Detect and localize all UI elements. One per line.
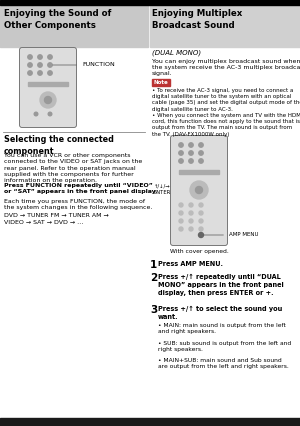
Text: AMP MENU: AMP MENU [204,233,259,238]
Circle shape [28,71,32,75]
Circle shape [179,159,183,163]
Circle shape [189,151,193,155]
Circle shape [179,143,183,147]
Text: • To receive the AC-3 signal, you need to connect a
digital satellite tuner to t: • To receive the AC-3 signal, you need t… [152,88,300,112]
Bar [28,82,68,86]
Circle shape [48,112,52,116]
Circle shape [199,151,203,155]
Text: 2: 2 [150,273,157,283]
Text: Press FUNCTION repeatedly until “VIDEO”
or “SAT” appears in the front panel disp: Press FUNCTION repeatedly until “VIDEO” … [4,183,158,194]
Circle shape [28,63,32,67]
Text: (DUAL MONO): (DUAL MONO) [152,50,201,57]
Circle shape [48,55,52,59]
Text: 3: 3 [150,305,157,315]
Bar [152,79,170,86]
Bar [150,5,300,47]
Circle shape [179,203,183,207]
Circle shape [189,203,193,207]
Circle shape [199,159,203,163]
Circle shape [179,219,183,223]
Circle shape [40,92,56,108]
Text: With cover opened.: With cover opened. [169,249,228,254]
Circle shape [196,187,202,193]
Circle shape [179,227,183,231]
Circle shape [190,181,208,199]
Circle shape [199,233,203,238]
Circle shape [189,211,193,215]
Text: Enjoying Multiplex
Broadcast Sound: Enjoying Multiplex Broadcast Sound [152,9,242,30]
Circle shape [199,227,203,231]
FancyBboxPatch shape [170,135,227,245]
Circle shape [189,143,193,147]
Text: FUNCTION: FUNCTION [53,63,115,67]
Text: Each time you press FUNCTION, the mode of
the system changes in the following se: Each time you press FUNCTION, the mode o… [4,199,152,210]
Bar [0,5,148,47]
Circle shape [189,159,193,163]
Text: DVD → TUNER FM → TUNER AM →
VIDEO → SAT → DVD → …: DVD → TUNER FM → TUNER AM → VIDEO → SAT … [4,213,109,225]
Circle shape [199,203,203,207]
Text: • When you connect the system and TV with the HDMI
cord, this function does not : • When you connect the system and TV wit… [152,113,300,137]
Bar [179,170,219,174]
Text: • MAIN+SUB: main sound and Sub sound
are output from the left and right speakers: • MAIN+SUB: main sound and Sub sound are… [158,358,289,369]
Circle shape [38,63,42,67]
Circle shape [179,211,183,215]
Text: Selecting the connected
component: Selecting the connected component [4,135,114,156]
Circle shape [34,112,38,116]
Text: Press +/↑ to select the sound you
want.: Press +/↑ to select the sound you want. [158,306,282,320]
Circle shape [199,143,203,147]
Circle shape [48,63,52,67]
Circle shape [179,151,183,155]
Text: Press AMP MENU.: Press AMP MENU. [158,261,223,267]
Text: • MAIN: main sound is output from the left
and right speakers.: • MAIN: main sound is output from the le… [158,323,286,334]
Text: You can use a VCR or other components
connected to the VIDEO or SAT jacks on the: You can use a VCR or other components co… [4,153,142,183]
Circle shape [199,219,203,223]
Circle shape [199,211,203,215]
Text: Enjoying the Sound of
Other Components: Enjoying the Sound of Other Components [4,9,111,30]
Bar [0,418,300,426]
Circle shape [48,71,52,75]
Text: You can enjoy multiplex broadcast sound when
the system receive the AC-3 multipl: You can enjoy multiplex broadcast sound … [152,59,300,76]
Circle shape [189,219,193,223]
Circle shape [38,71,42,75]
Text: • SUB: sub sound is output from the left and
right speakers.: • SUB: sub sound is output from the left… [158,341,291,352]
FancyBboxPatch shape [20,48,76,127]
Circle shape [189,227,193,231]
Text: Note: Note [153,80,168,84]
Bar [0,0,300,5]
Text: ↑/↓/→
ENTER: ↑/↓/→ ENTER [154,184,171,195]
Circle shape [44,97,52,104]
Circle shape [38,55,42,59]
Circle shape [28,55,32,59]
Text: 1: 1 [150,260,157,270]
Text: Press +/↑ repeatedly until “DUAL
MONO” appears in the front panel
display, then : Press +/↑ repeatedly until “DUAL MONO” a… [158,274,284,296]
